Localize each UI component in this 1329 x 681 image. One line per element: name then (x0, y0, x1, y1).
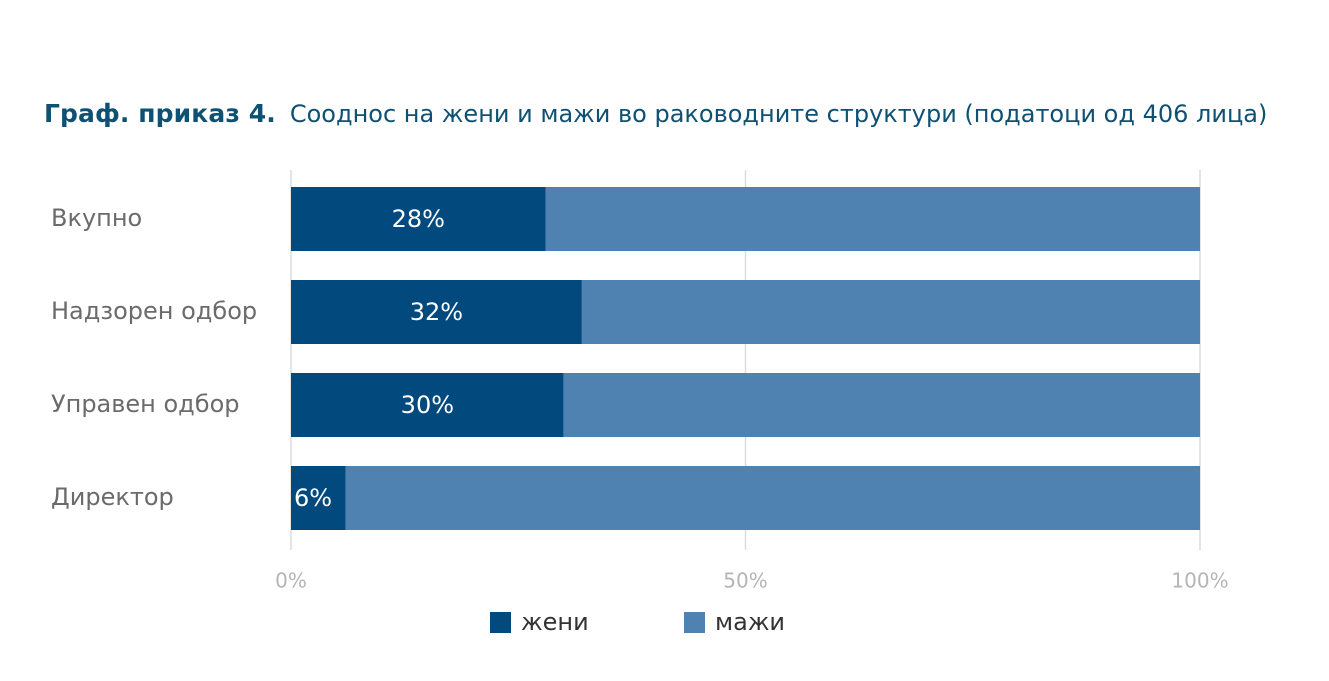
stacked-bar-chart: 0% 50% 100% Вкупно 28% Надзорен одбор 32% Управ… (51, 170, 1229, 593)
data-label: 30% (401, 391, 454, 419)
legend-item-men: мажи (684, 606, 785, 638)
legend: жени мажи (0, 606, 1329, 638)
category-label: Вкупно (51, 204, 142, 232)
data-label: 6% (294, 484, 332, 512)
bars (291, 187, 1200, 530)
data-label: 32% (410, 298, 463, 326)
bar-men (581, 280, 1200, 344)
x-tick-label: 100% (1171, 569, 1228, 593)
bar-men (545, 187, 1200, 251)
data-label: 28% (392, 205, 445, 233)
category-label: Управен одбор (51, 390, 239, 418)
bar-women (291, 466, 346, 530)
legend-label-men: мажи (715, 608, 786, 636)
x-tick-label: 0% (275, 569, 307, 593)
legend-label-women: жени (521, 608, 589, 636)
bar-women (291, 280, 582, 344)
legend-swatch-women (490, 611, 511, 633)
figure-label: Граф. приказ 4. (44, 99, 276, 128)
category-label: Надзорен одбор (51, 297, 257, 325)
x-tick-label: 50% (723, 569, 767, 593)
bar-women (291, 373, 564, 437)
labels: 0% 50% 100% Вкупно 28% Надзорен одбор 32% Управ… (51, 204, 1229, 593)
figure-caption: Сооднос на жени и мажи во раководните ст… (289, 100, 1268, 128)
bar-women (291, 187, 546, 251)
category-label: Директор (51, 483, 174, 511)
legend-item-women: жени (490, 606, 589, 638)
legend-swatch-men (684, 611, 705, 633)
bar-men (563, 373, 1200, 437)
chart-title: Граф. приказ 4. Сооднос на жени и мажи во… (44, 96, 1267, 132)
bar-men (345, 466, 1200, 530)
